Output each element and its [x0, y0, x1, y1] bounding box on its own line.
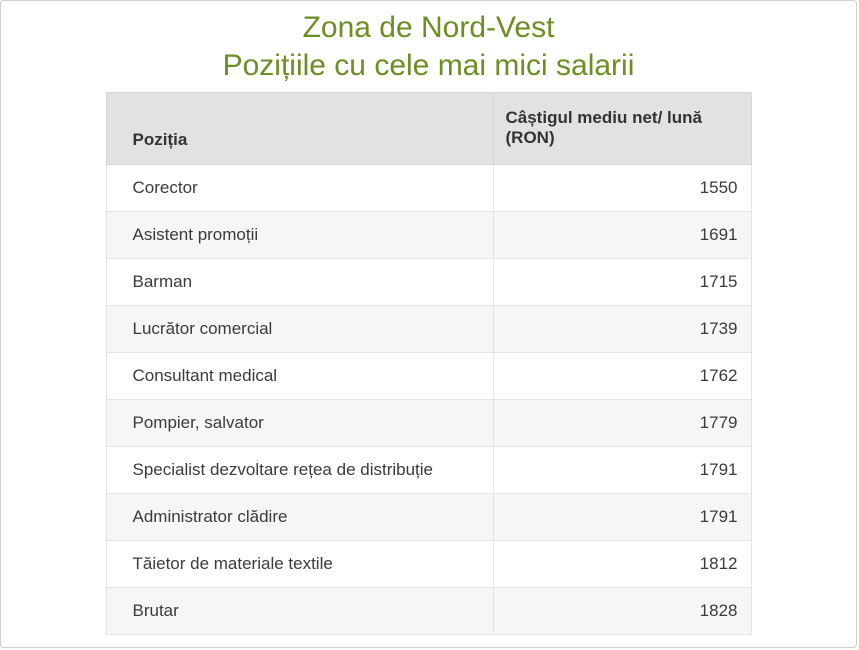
position-cell: Lucrător comercial: [105, 305, 494, 353]
table-body: Corector 1550 Asistent promoții 1691 Barman 1…: [105, 164, 752, 635]
table-header: Poziția Câștigul mediu net/ lună (RON): [105, 92, 752, 165]
table-row: Corector 1550: [105, 164, 752, 212]
position-cell: Tăietor de materiale textile: [105, 540, 494, 588]
table-row: Pompier, salvator 1779: [105, 399, 752, 447]
table-row: Barman 1715: [105, 258, 752, 306]
salary-cell: 1762: [492, 352, 752, 400]
position-cell: Pompier, salvator: [105, 399, 494, 447]
salary-table-container: Poziția Câștigul mediu net/ lună (RON) C…: [105, 92, 752, 635]
salary-cell: 1779: [492, 399, 752, 447]
table-row: Specialist dezvoltare rețea de distribuț…: [105, 446, 752, 494]
table-row: Lucrător comercial 1739: [105, 305, 752, 353]
salary-cell: 1828: [492, 587, 752, 635]
column-header-salary: Câștigul mediu net/ lună (RON): [492, 92, 752, 165]
column-header-position: Poziția: [105, 92, 494, 165]
position-cell: Corector: [105, 164, 494, 212]
salary-table: Poziția Câștigul mediu net/ lună (RON) C…: [105, 92, 752, 635]
salary-cell: 1791: [492, 493, 752, 541]
table-row: Asistent promoții 1691: [105, 211, 752, 259]
position-cell: Consultant medical: [105, 352, 494, 400]
position-cell: Brutar: [105, 587, 494, 635]
position-cell: Barman: [105, 258, 494, 306]
table-row: Consultant medical 1762: [105, 352, 752, 400]
position-cell: Administrator clădire: [105, 493, 494, 541]
table-header-row: Poziția Câștigul mediu net/ lună (RON): [105, 92, 752, 165]
page-title-line2: Pozițiile cu cele mai mici salarii: [222, 48, 635, 82]
page-title-line1: Zona de Nord-Vest: [302, 11, 555, 44]
salary-cell: 1812: [492, 540, 752, 588]
salary-cell: 1715: [492, 258, 752, 306]
salary-cell: 1550: [492, 164, 752, 212]
title-block: Zona de Nord-Vest Pozițiile cu cele mai …: [1, 1, 856, 84]
salary-cell: 1791: [492, 446, 752, 494]
position-cell: Asistent promoții: [105, 211, 494, 259]
table-row: Administrator clădire 1791: [105, 493, 752, 541]
salary-cell: 1739: [492, 305, 752, 353]
salary-cell: 1691: [492, 211, 752, 259]
table-row: Brutar 1828: [105, 587, 752, 635]
table-row: Tăietor de materiale textile 1812: [105, 540, 752, 588]
position-cell: Specialist dezvoltare rețea de distribuț…: [105, 446, 494, 494]
